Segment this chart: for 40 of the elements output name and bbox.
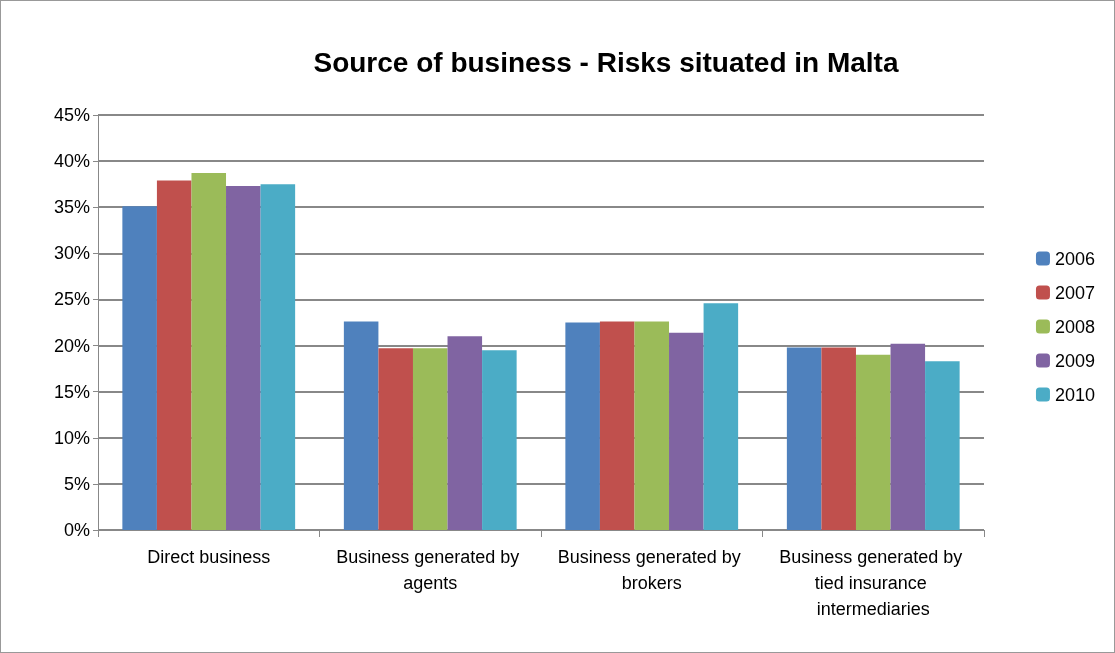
bar [260,184,296,530]
bar [482,350,517,530]
y-tick-label: 35% [53,197,90,218]
bar [599,321,635,530]
bar [890,343,926,530]
x-tick-label: Business generated by agents [336,547,525,593]
bar [122,206,157,530]
bar [191,173,227,530]
x-tick-label: Direct business [147,547,271,567]
bar [565,322,600,530]
bar [226,186,261,530]
bar [412,348,448,530]
y-tick-label: 5% [63,473,90,494]
y-tick-label: 0% [63,520,90,540]
legend-label: 2008 [1054,316,1095,337]
x-tick-label: Business generated by tied insurance intermediaries [779,547,968,619]
legend-label: 2006 [1054,248,1095,269]
y-tick-label: 25% [53,289,90,310]
y-tick-label: 20% [53,335,90,356]
bar [855,354,891,530]
x-tick-label: Business generated by brokers [557,547,746,593]
bar [669,332,704,530]
bar [925,361,960,530]
y-tick-label: 30% [53,243,90,264]
legend-label: 2010 [1054,384,1095,405]
y-tick-label: 45% [53,105,90,125]
chart-title: Source of business - Risks situated in Malta [313,46,899,78]
bar [786,347,822,530]
bar [821,347,856,530]
y-tick-label: 40% [53,151,90,172]
bar [378,348,413,530]
y-tick-label: 15% [53,381,90,402]
bar [634,321,670,530]
bar [447,336,483,530]
y-tick-label: 10% [53,427,90,448]
bar [343,321,379,530]
bar [703,303,739,530]
bar [156,180,192,530]
legend-label: 2009 [1054,350,1095,371]
legend-label: 2007 [1054,282,1095,303]
